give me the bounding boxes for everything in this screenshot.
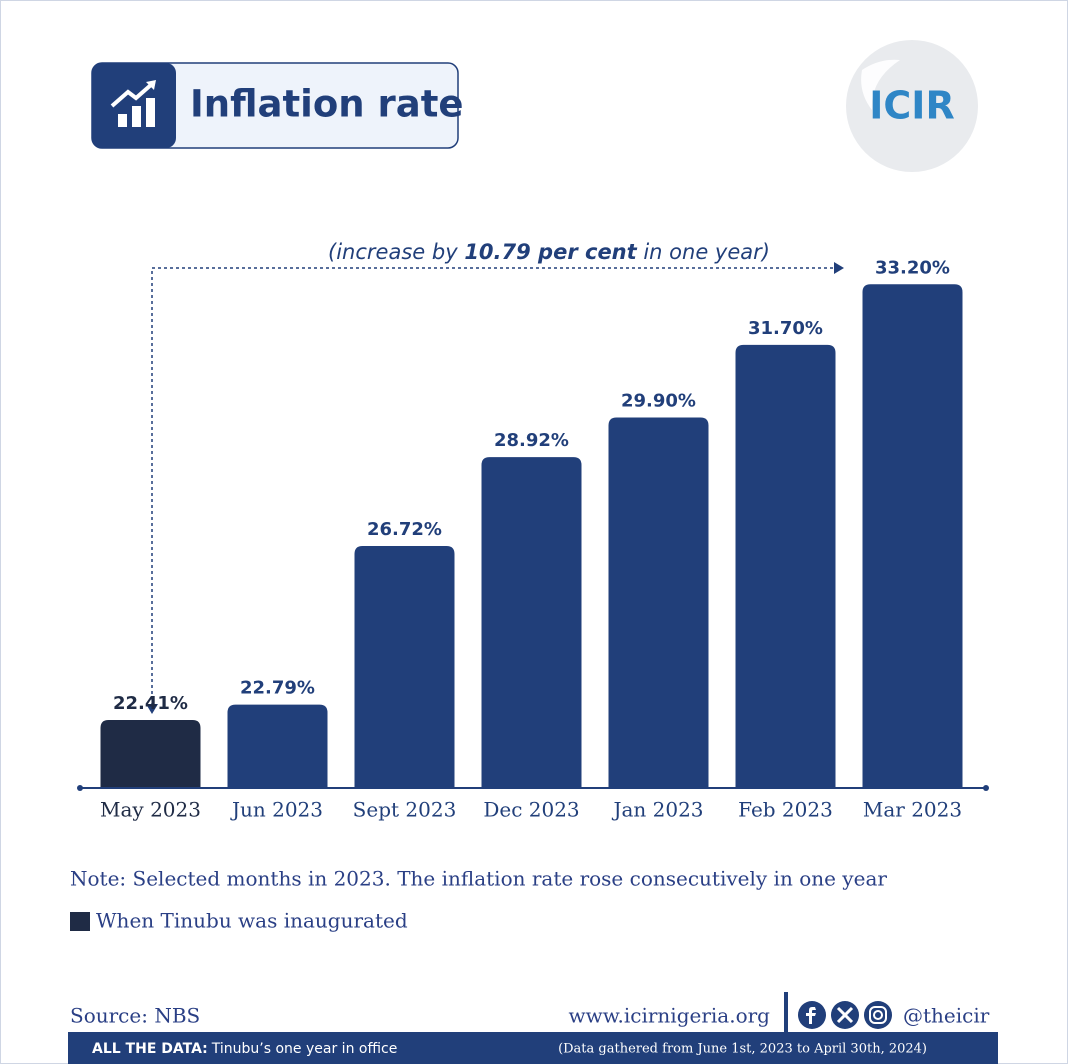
bar: [227, 704, 328, 787]
annotation-arrow: [151, 267, 836, 706]
arrow-head: [146, 704, 158, 714]
icon-bar: [132, 106, 141, 127]
x-tick-label: Sept 2023: [353, 798, 457, 822]
bar: [354, 545, 455, 787]
icon-arrow: [146, 80, 156, 90]
footer-subtitle: Tinubu’s one year in office: [211, 1041, 398, 1057]
instagram-icon[interactable]: [864, 1001, 892, 1029]
legend-label: When Tinubu was inaugurated: [96, 909, 408, 933]
legend-swatch: [70, 912, 90, 931]
x-tick-label: Dec 2023: [483, 798, 579, 822]
annotation-suffix: in one year): [637, 240, 770, 264]
bar: [481, 457, 582, 787]
footer-text: ALL THE DATA: Tinubu’s one year in office: [92, 1041, 397, 1057]
logo-curl: [861, 59, 900, 110]
value-label: 22.41%: [113, 693, 188, 714]
value-label: 33.20%: [875, 257, 950, 278]
arrow-line: [151, 267, 836, 706]
axis-end: [983, 785, 989, 791]
title-icon: [110, 80, 156, 127]
footer-band: [68, 1032, 998, 1064]
x-glyph: [836, 1006, 854, 1024]
annotation-prefix: (increase by: [328, 240, 464, 264]
note: Note: Selected months in 2023. The infla…: [70, 867, 887, 891]
instagram-glyph: [873, 1010, 883, 1020]
x-tick-label: Feb 2023: [738, 798, 833, 822]
value-label: 22.79%: [240, 678, 315, 699]
divider: [784, 992, 788, 1032]
x-tick-label: Jan 2023: [611, 798, 703, 822]
footer-label: ALL THE DATA:: [92, 1041, 208, 1057]
value-label: 26.72%: [367, 519, 442, 540]
value-label: 29.90%: [621, 391, 696, 412]
annotation-highlight: 10.79 per cent: [464, 240, 637, 264]
arrow-head: [834, 262, 844, 274]
footer-period: (Data gathered from June 1st, 2023 to Ap…: [558, 1042, 927, 1057]
x-tick-label: Mar 2023: [863, 798, 962, 822]
x-tick-label: Jun 2023: [230, 798, 323, 822]
axis-end: [77, 785, 83, 791]
website: www.icirnigeria.org: [569, 1004, 771, 1028]
icon-line: [110, 82, 154, 108]
bar: [100, 719, 201, 787]
chart-title: Inflation rate: [190, 83, 464, 126]
source: Source: NBS: [70, 1004, 200, 1028]
annotation: (increase by 10.79 per cent in one year): [328, 240, 770, 264]
value-label: 31.70%: [748, 318, 823, 339]
social-icons: [798, 1001, 892, 1029]
facebook-glyph: [806, 1007, 816, 1024]
x-tick-label: May 2023: [100, 798, 201, 822]
instagram-glyph: [869, 1006, 887, 1024]
bar: [735, 344, 836, 787]
icon-bar: [118, 114, 127, 127]
bar: [862, 284, 963, 787]
bar: [608, 417, 709, 787]
handle: @theicir: [903, 1004, 990, 1028]
title-icon-box: [92, 63, 176, 148]
icon-bar: [146, 98, 155, 127]
value-label: 28.92%: [494, 430, 569, 451]
logo-text: ICIR: [869, 84, 954, 128]
